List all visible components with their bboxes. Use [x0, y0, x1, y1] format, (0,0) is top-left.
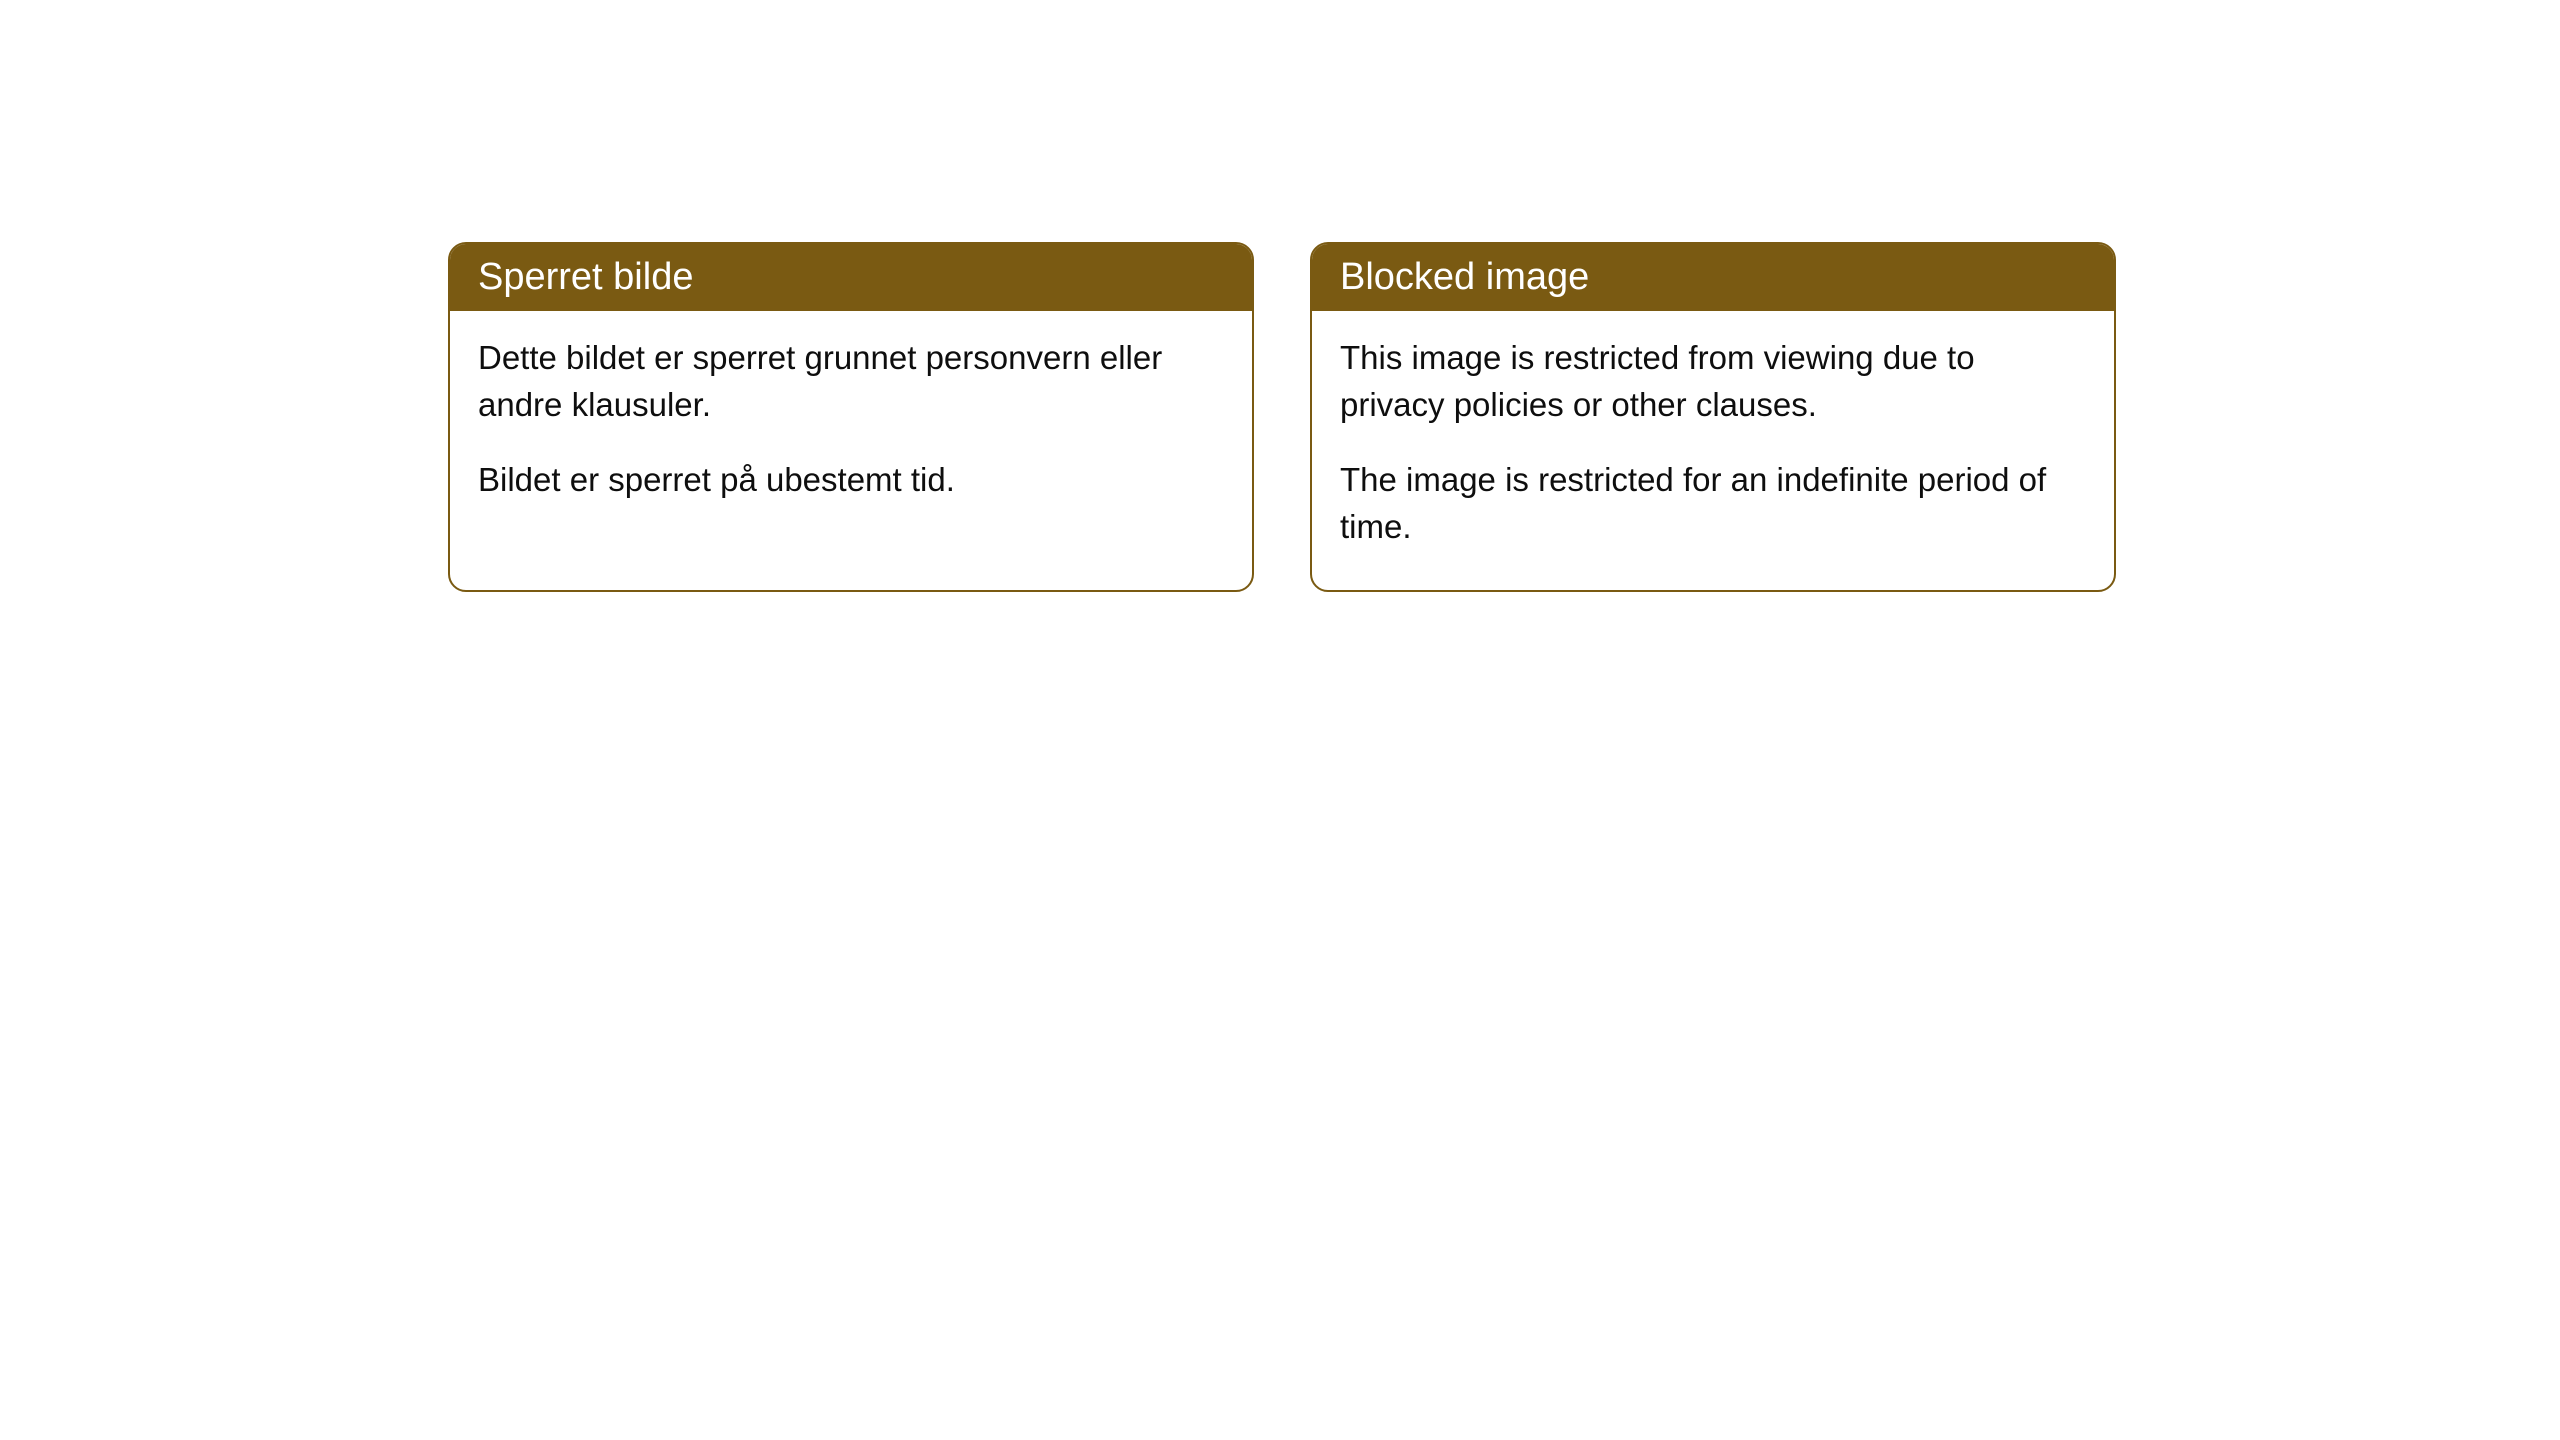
- notice-card-norwegian: Sperret bilde Dette bildet er sperret gr…: [448, 242, 1254, 592]
- notice-paragraph2-norwegian: Bildet er sperret på ubestemt tid.: [478, 457, 1224, 504]
- notice-title-english: Blocked image: [1340, 256, 1589, 298]
- notice-paragraph1-english: This image is restricted from viewing du…: [1340, 335, 2086, 429]
- notice-paragraph1-norwegian: Dette bildet er sperret grunnet personve…: [478, 335, 1224, 429]
- notice-header-norwegian: Sperret bilde: [450, 244, 1252, 311]
- notice-body-english: This image is restricted from viewing du…: [1312, 311, 2114, 590]
- notice-header-english: Blocked image: [1312, 244, 2114, 311]
- notice-card-english: Blocked image This image is restricted f…: [1310, 242, 2116, 592]
- notice-paragraph2-english: The image is restricted for an indefinit…: [1340, 457, 2086, 551]
- notice-body-norwegian: Dette bildet er sperret grunnet personve…: [450, 311, 1252, 544]
- notice-title-norwegian: Sperret bilde: [478, 256, 693, 298]
- notice-container: Sperret bilde Dette bildet er sperret gr…: [448, 242, 2116, 592]
